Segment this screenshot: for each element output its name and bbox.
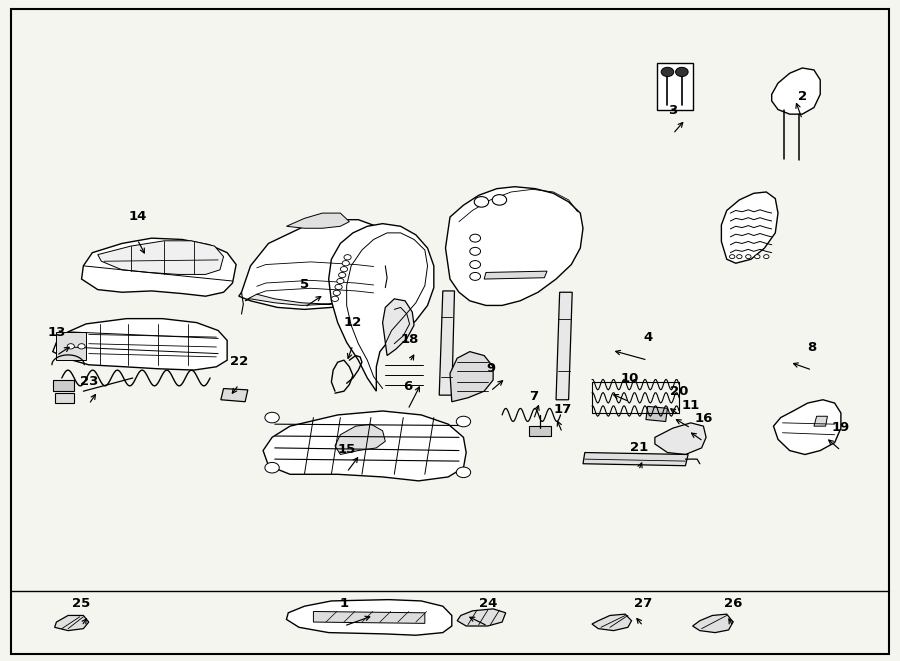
Text: 24: 24	[479, 596, 497, 609]
Polygon shape	[646, 407, 668, 422]
Text: 10: 10	[620, 372, 639, 385]
Text: 17: 17	[554, 403, 572, 416]
Text: 21: 21	[630, 441, 648, 454]
Polygon shape	[53, 380, 75, 391]
Text: 2: 2	[797, 90, 806, 103]
Polygon shape	[450, 352, 493, 402]
Polygon shape	[583, 453, 688, 466]
Text: 12: 12	[344, 315, 362, 329]
Polygon shape	[238, 219, 385, 309]
Polygon shape	[382, 299, 414, 356]
Text: 8: 8	[807, 340, 817, 354]
Text: 14: 14	[128, 210, 147, 223]
Circle shape	[470, 247, 481, 255]
Polygon shape	[55, 615, 89, 631]
Polygon shape	[220, 389, 248, 402]
Polygon shape	[457, 609, 506, 626]
Text: 1: 1	[339, 596, 348, 609]
Polygon shape	[529, 426, 551, 436]
Polygon shape	[693, 614, 733, 633]
Text: 27: 27	[634, 596, 652, 609]
Text: 9: 9	[486, 362, 495, 375]
Polygon shape	[439, 291, 454, 395]
Circle shape	[730, 254, 735, 258]
Circle shape	[78, 344, 86, 349]
Circle shape	[737, 254, 742, 258]
Text: 26: 26	[724, 596, 742, 609]
Text: 3: 3	[668, 104, 678, 118]
Polygon shape	[57, 332, 86, 360]
Circle shape	[340, 266, 347, 272]
Circle shape	[265, 463, 279, 473]
Circle shape	[676, 67, 688, 77]
Text: 25: 25	[72, 596, 91, 609]
Polygon shape	[655, 423, 706, 455]
Circle shape	[745, 254, 751, 258]
Polygon shape	[263, 411, 466, 481]
Circle shape	[265, 412, 279, 423]
Circle shape	[331, 296, 338, 301]
Polygon shape	[245, 278, 382, 305]
Circle shape	[470, 260, 481, 268]
Circle shape	[456, 416, 471, 427]
Text: 23: 23	[79, 375, 98, 388]
Polygon shape	[53, 319, 227, 370]
Text: 16: 16	[694, 412, 713, 425]
Circle shape	[338, 272, 346, 278]
Polygon shape	[335, 424, 385, 455]
Text: 13: 13	[47, 326, 66, 339]
Polygon shape	[98, 241, 223, 274]
Polygon shape	[556, 292, 572, 400]
Circle shape	[333, 290, 340, 295]
Polygon shape	[773, 400, 841, 455]
Circle shape	[492, 194, 507, 205]
Text: 20: 20	[670, 385, 688, 399]
Circle shape	[337, 278, 344, 284]
Text: 22: 22	[230, 355, 248, 368]
Polygon shape	[657, 63, 693, 110]
Text: 6: 6	[403, 380, 412, 393]
Polygon shape	[328, 223, 434, 391]
Polygon shape	[484, 271, 547, 279]
Polygon shape	[814, 416, 827, 426]
Text: 15: 15	[338, 443, 356, 456]
Circle shape	[470, 272, 481, 280]
Polygon shape	[286, 600, 452, 635]
Text: 7: 7	[529, 390, 538, 403]
Circle shape	[344, 254, 351, 260]
Polygon shape	[446, 186, 583, 305]
Circle shape	[68, 344, 75, 349]
Text: 11: 11	[681, 399, 700, 412]
Circle shape	[754, 254, 760, 258]
Polygon shape	[771, 68, 820, 114]
Polygon shape	[722, 192, 778, 263]
Circle shape	[470, 234, 481, 242]
Polygon shape	[313, 611, 425, 623]
Circle shape	[456, 467, 471, 478]
Polygon shape	[592, 614, 632, 631]
Circle shape	[474, 196, 489, 207]
Circle shape	[342, 260, 349, 266]
Polygon shape	[82, 238, 236, 296]
Text: 4: 4	[644, 330, 652, 344]
Text: 18: 18	[400, 332, 418, 346]
Text: 5: 5	[300, 278, 309, 291]
Circle shape	[763, 254, 769, 258]
Circle shape	[335, 284, 342, 290]
Polygon shape	[286, 213, 349, 228]
Polygon shape	[55, 393, 75, 403]
Circle shape	[662, 67, 674, 77]
Text: 19: 19	[832, 421, 850, 434]
